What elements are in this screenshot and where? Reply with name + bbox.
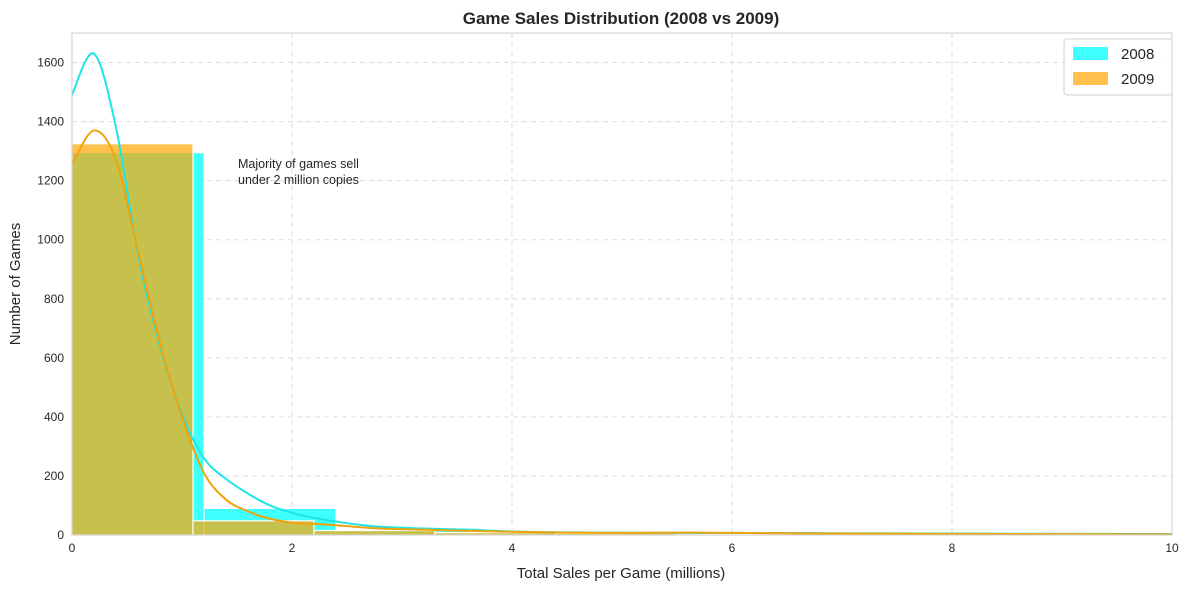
x-tick-label: 2 — [289, 541, 296, 555]
x-tick-label: 10 — [1165, 541, 1179, 555]
legend-swatch-2009 — [1073, 72, 1108, 85]
histogram-bars — [71, 143, 1173, 536]
y-tick-label: 1200 — [37, 174, 64, 188]
y-tick-label: 600 — [44, 351, 64, 365]
chart-title: Game Sales Distribution (2008 vs 2009) — [463, 9, 780, 28]
bar-2009 — [313, 529, 436, 536]
y-tick-label: 200 — [44, 469, 64, 483]
kde-line-2009 — [72, 129, 1172, 535]
annotation-line-1: Majority of games sell — [238, 157, 359, 171]
x-tick-labels: 0 2 4 6 8 10 — [69, 541, 1179, 555]
y-tick-label: 400 — [44, 410, 64, 424]
annotation-text: Majority of games sell under 2 million c… — [238, 157, 362, 187]
kde-line-2008 — [72, 52, 1172, 535]
legend-label-2008: 2008 — [1121, 46, 1154, 63]
y-axis-title: Number of Games — [7, 223, 24, 346]
grid-lines — [71, 33, 1173, 536]
legend: 2008 2009 — [1063, 38, 1173, 96]
plot-frame — [71, 32, 1173, 536]
legend-label-2009: 2009 — [1121, 71, 1154, 88]
y-tick-label: 1400 — [37, 115, 64, 129]
x-axis-title: Total Sales per Game (millions) — [517, 565, 725, 582]
x-tick-label: 8 — [949, 541, 956, 555]
y-tick-label: 1600 — [37, 56, 64, 70]
y-tick-label: 1000 — [37, 233, 64, 247]
x-tick-label: 6 — [729, 541, 736, 555]
x-tick-label: 0 — [69, 541, 76, 555]
y-tick-label: 0 — [57, 528, 64, 542]
kde-curves — [72, 52, 1172, 535]
y-tick-label: 800 — [44, 292, 64, 306]
bar-2009 — [71, 143, 194, 536]
x-tick-label: 4 — [509, 541, 516, 555]
annotation-line-2: under 2 million copies — [238, 173, 359, 187]
legend-swatch-2008 — [1073, 47, 1108, 60]
y-tick-labels: 0 200 400 600 800 1000 1200 1400 1600 — [37, 56, 64, 542]
